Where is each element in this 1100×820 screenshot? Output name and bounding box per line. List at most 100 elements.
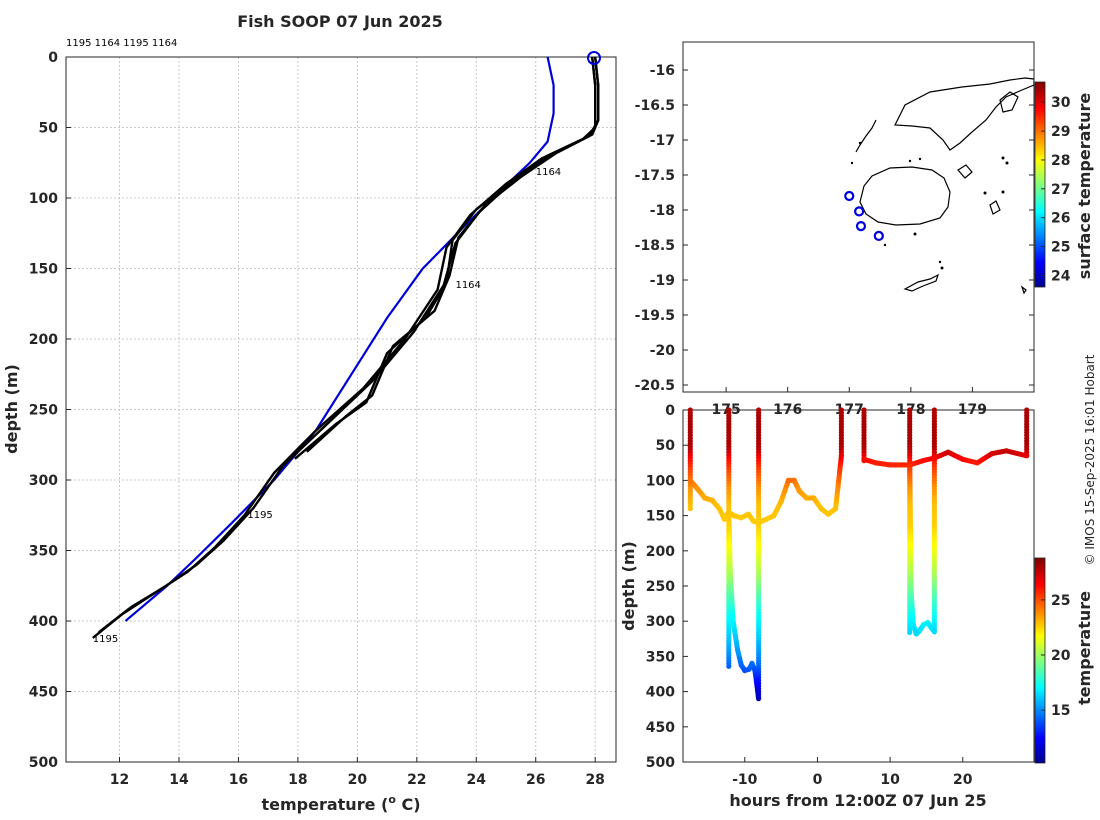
section-cast-point bbox=[687, 506, 693, 512]
station-marker bbox=[873, 230, 884, 241]
profile-xlabel-suffix: C) bbox=[396, 795, 421, 814]
section-panel: 0 50 100 150 200 250 300 350 400 450 500 -10 0 10 20 h… bbox=[619, 403, 1094, 810]
map-colorbar-tick-label: 29 bbox=[1051, 124, 1070, 140]
coastline-vanua-levu bbox=[894, 77, 1034, 151]
map-ytick-label: -16.5 bbox=[635, 98, 675, 114]
map-colorbar-tick-label: 24 bbox=[1051, 268, 1071, 284]
section-xtick-label: 10 bbox=[880, 772, 900, 788]
islet bbox=[1001, 156, 1005, 160]
surface-marker bbox=[587, 51, 601, 65]
section-colorbar-tick-label: 15 bbox=[1051, 703, 1070, 719]
map-colorbar-tick-label: 26 bbox=[1051, 211, 1070, 227]
profile-xtick-label: 28 bbox=[585, 772, 604, 788]
map-colorbar bbox=[1034, 81, 1046, 288]
section-colorbar-tick-label: 25 bbox=[1051, 593, 1070, 609]
section-xtick-label: -10 bbox=[732, 772, 758, 788]
watermark: © IMOS 15-Sep-2025 16:01 Hobart bbox=[1083, 354, 1097, 565]
section-cast-point bbox=[726, 663, 732, 669]
section-xtick-label: 20 bbox=[953, 772, 973, 788]
profile-id-label: 1195 bbox=[93, 634, 118, 645]
profile-ytick-label: 500 bbox=[29, 755, 58, 771]
profile-xtick-label: 22 bbox=[407, 772, 426, 788]
profile-xtick-label: 14 bbox=[169, 772, 189, 788]
profile-ytick-label: 250 bbox=[29, 403, 58, 419]
islet bbox=[858, 141, 862, 145]
profile-xtick-label: 16 bbox=[229, 772, 248, 788]
coastline-kadavu bbox=[903, 273, 940, 292]
profile-top-labels: 1195 1164 1195 1164 bbox=[66, 38, 177, 49]
coastline-viti-levu bbox=[859, 166, 951, 226]
profile-xlabel: temperature (o C) bbox=[261, 793, 420, 814]
section-transect-point bbox=[931, 629, 938, 635]
section-ytick-label: 350 bbox=[646, 649, 675, 665]
section-colorbar-tick-label: 20 bbox=[1051, 648, 1071, 664]
profile-ylabel: depth (m) bbox=[2, 364, 21, 454]
section-transect-point bbox=[756, 696, 762, 702]
station-marker bbox=[854, 206, 865, 217]
map-ytick-label: -20.5 bbox=[635, 378, 675, 394]
profile-ytick-label: 200 bbox=[29, 332, 58, 348]
section-ytick-label: 50 bbox=[656, 438, 676, 454]
profile-xtick-label: 26 bbox=[526, 772, 545, 788]
map-ytick-label: -17.5 bbox=[635, 168, 675, 184]
profile-xlabel-superscript: o bbox=[388, 793, 396, 806]
profile-xtick-label: 18 bbox=[288, 772, 307, 788]
profile-ytick-label: 150 bbox=[29, 262, 58, 278]
section-transect-point bbox=[1024, 453, 1030, 459]
map-colorbar-tick-label: 28 bbox=[1051, 153, 1070, 169]
section-xlabel: hours from 12:00Z 07 Jun 25 bbox=[729, 791, 986, 810]
section-ytick-label: 500 bbox=[646, 755, 675, 771]
profile-ytick-label: 400 bbox=[29, 614, 58, 630]
profile-id-label: 1164 bbox=[536, 167, 561, 178]
profile-ytick-label: 100 bbox=[29, 191, 58, 207]
map-ytick-label: -16 bbox=[650, 63, 675, 79]
map-colorbar-tick-label: 30 bbox=[1051, 95, 1071, 111]
profile-xtick-label: 12 bbox=[110, 772, 129, 788]
islet bbox=[938, 260, 942, 264]
section-ytick-label: 300 bbox=[646, 614, 675, 630]
section-ytick-label: 100 bbox=[646, 473, 675, 489]
map-plot-frame bbox=[682, 41, 1035, 393]
islet bbox=[883, 243, 887, 247]
islet bbox=[940, 266, 944, 270]
section-ytick-label: 200 bbox=[646, 544, 675, 560]
map-colorbar-label: surface temperature bbox=[1075, 93, 1094, 280]
coastline-koro bbox=[989, 200, 1001, 215]
section-xtick-label: 0 bbox=[813, 772, 823, 788]
section-colorbar-label: temperature bbox=[1075, 591, 1094, 705]
profile-ytick-label: 50 bbox=[39, 121, 59, 137]
profile-line-1195-b bbox=[97, 56, 600, 634]
map-colorbar-tick-label: 27 bbox=[1051, 182, 1070, 198]
profile-xtick-label: 20 bbox=[348, 772, 368, 788]
islet bbox=[913, 232, 917, 236]
coastline-ovalau bbox=[957, 164, 973, 179]
section-ytick-label: 450 bbox=[646, 720, 675, 736]
section-transect-point bbox=[838, 453, 845, 459]
profile-ytick-label: 0 bbox=[48, 50, 58, 66]
section-ylabel: depth (m) bbox=[619, 541, 638, 631]
map-ytick-label: -20 bbox=[650, 343, 676, 359]
section-ytick-label: 400 bbox=[646, 685, 675, 701]
map-ytick-label: -18.5 bbox=[635, 238, 675, 254]
station-marker bbox=[855, 221, 867, 232]
profile-ytick-label: 300 bbox=[29, 473, 58, 489]
islet bbox=[983, 191, 987, 195]
coastlines bbox=[855, 77, 1034, 295]
profile-xtick-label: 24 bbox=[467, 772, 487, 788]
station-marker bbox=[844, 190, 855, 202]
coastline-taveuni bbox=[999, 91, 1019, 113]
profile-panel: 1164 1164 1195 1195 12 14 16 18 20 22 24 26 28 0 50 1… bbox=[2, 50, 617, 814]
profile-id-label: 1164 bbox=[455, 280, 480, 291]
map-ytick-label: -18 bbox=[650, 203, 675, 219]
section-cast-point bbox=[907, 629, 913, 636]
islet bbox=[850, 161, 854, 165]
map-ytick-label: -19 bbox=[650, 273, 675, 289]
map-panel: -16 -16.5 -17 -17.5 -18 -18.5 -19 -19.5 -20 -20.5… bbox=[635, 41, 1094, 418]
islet bbox=[908, 159, 912, 163]
coastline-lau bbox=[1020, 285, 1027, 295]
profile-ytick-label: 350 bbox=[29, 544, 58, 560]
profile-ytick-label: 450 bbox=[29, 685, 58, 701]
climatology-line bbox=[124, 56, 555, 622]
map-islets bbox=[850, 141, 1009, 270]
